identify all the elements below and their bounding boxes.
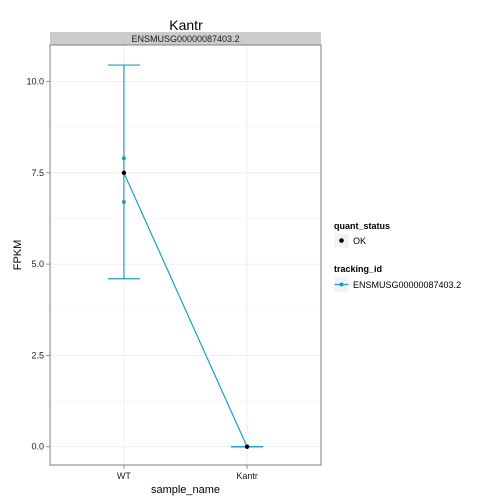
y-tick-label: 5.0 — [31, 259, 44, 269]
facet-label: ENSMUSG00000087403.2 — [131, 34, 239, 44]
legend: quant_status OK tracking_id ENSMUSG00000… — [333, 221, 461, 293]
legend-point-ok — [339, 238, 344, 243]
facet-strip — [50, 32, 321, 45]
mean-point-WT — [121, 170, 127, 176]
x-tick-label: WT — [117, 471, 131, 481]
legend-label-tracking: ENSMUSG00000087403.2 — [353, 280, 461, 290]
replicate-point-WT — [121, 200, 126, 205]
y-tick-label: 10.0 — [26, 77, 44, 87]
y-axis: 0.0 2.5 5.0 7.5 10.0 — [26, 77, 50, 452]
y-tick-label: 2.5 — [31, 350, 44, 360]
plot-panel — [50, 45, 321, 465]
legend-title-tracking-id: tracking_id — [334, 264, 382, 274]
y-tick-label: 0.0 — [31, 442, 44, 452]
series-line — [123, 172, 248, 447]
panel-border — [49, 44, 322, 466]
x-axis-title: sample_name — [151, 484, 220, 496]
legend-label-ok: OK — [353, 236, 366, 246]
chart-title: Kantr — [169, 17, 203, 33]
legend-title-quant-status: quant_status — [334, 221, 390, 231]
x-tick-label: Kantr — [236, 471, 258, 481]
mean-point-Kantr — [244, 444, 250, 449]
y-tick-label: 7.5 — [31, 168, 44, 178]
y-axis-title: FPKM — [12, 240, 24, 271]
data-marks — [107, 64, 264, 449]
legend-point-tracking — [339, 282, 344, 287]
x-axis: WT Kantr — [117, 465, 258, 481]
replicate-point-WT — [121, 156, 126, 161]
